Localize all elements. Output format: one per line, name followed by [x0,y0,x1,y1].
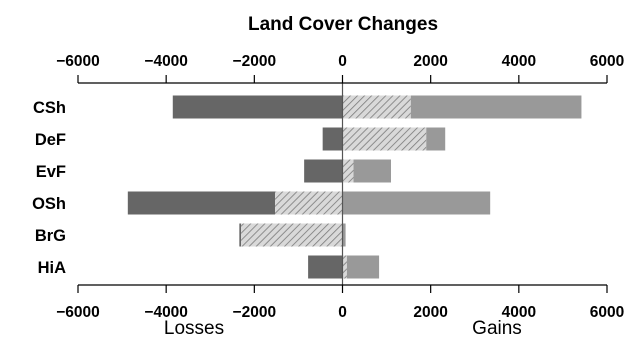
bottom-tick-label: −2000 [233,304,277,321]
top-tick-label: 4000 [502,53,536,70]
losses-label: Losses [164,318,224,339]
bar-segment-brg-light [342,223,346,247]
gains-label: Gains [472,318,522,339]
bar-segment-hia-light [346,255,380,279]
top-tick-label: −4000 [144,53,188,70]
bar-segment-evf-light [353,159,391,183]
bar-segment-csh-hatched [342,95,411,119]
top-tick-label: 2000 [413,53,447,70]
axes-layer: −6000 −4000 −2000 0 2000 4000 6000 −6000 −4000 −2… [56,53,624,321]
top-tick-label: −2000 [233,53,277,70]
bar-segment-brg-dark [239,223,242,247]
bar-segment-evf-dark [304,159,343,183]
bottom-tick-label: 2000 [413,304,447,321]
top-tick-label: 0 [338,53,347,70]
category-label-def: DeF [35,131,66,149]
bottom-tick-label: 6000 [590,304,624,321]
bar-segment-def-hatched [342,127,427,151]
bottom-tick-label: −4000 [144,304,188,321]
top-tick-label: −6000 [56,53,100,70]
category-label-brg: BrG [35,227,66,245]
bar-segment-csh-dark [172,95,343,119]
top-tick-label: 6000 [590,53,624,70]
category-label-csh: CSh [33,99,66,117]
bottom-tick-label: −6000 [56,304,100,321]
bar-segment-hia-hatched [342,255,347,279]
bar-segment-hia-dark [308,255,343,279]
bottom-tick-label: 4000 [502,304,536,321]
category-label-evf: EvF [36,163,66,181]
bar-segment-osh-dark [127,191,276,215]
bar-segment-brg-hatched [241,223,343,247]
bar-segment-csh-light [410,95,582,119]
bottom-tick-label: 0 [338,304,347,321]
bars-layer: CSh DeF EvF OSh BrG HiA [32,95,582,279]
bar-segment-def-light [426,127,446,151]
bar-segment-def-dark [322,127,343,151]
bar-segment-osh-hatched [275,191,343,215]
bar-segment-evf-hatched [342,159,354,183]
category-label-osh: OSh [32,195,66,213]
category-label-hia: HiA [38,259,67,277]
bar-segment-osh-light [342,191,491,215]
chart-title: Land Cover Changes [248,14,438,35]
